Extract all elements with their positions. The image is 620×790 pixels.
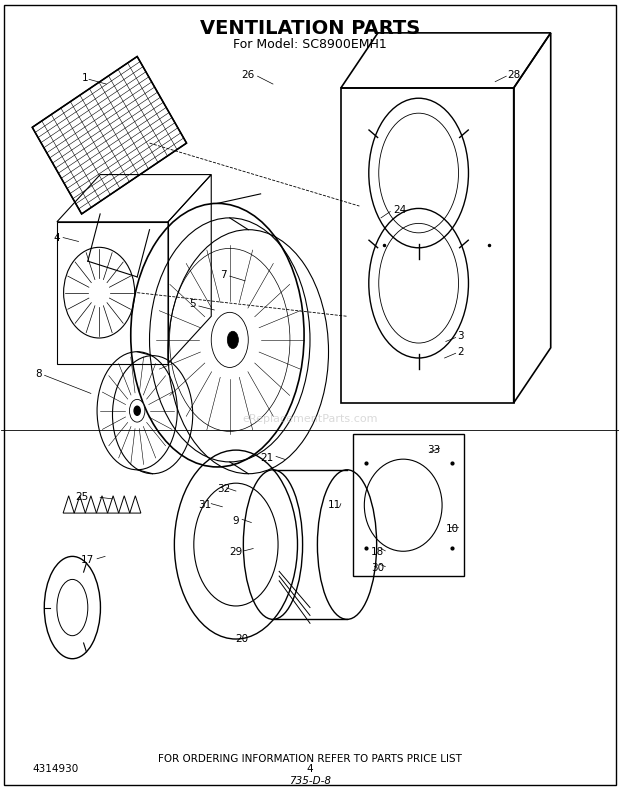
Text: 31: 31 (198, 500, 211, 510)
Text: 4: 4 (307, 764, 313, 774)
Ellipse shape (134, 406, 140, 416)
Text: 28: 28 (508, 70, 521, 80)
Text: 25: 25 (75, 492, 88, 502)
Text: 10: 10 (445, 524, 459, 534)
Ellipse shape (228, 331, 239, 348)
Text: 18: 18 (371, 547, 384, 558)
Text: 4314930: 4314930 (32, 764, 79, 774)
Text: 5: 5 (189, 299, 196, 310)
Text: 20: 20 (236, 634, 249, 644)
Text: 735-D-8: 735-D-8 (289, 776, 331, 786)
Text: 8: 8 (35, 369, 42, 378)
Text: eReplacementParts.com: eReplacementParts.com (242, 414, 378, 423)
Text: 4: 4 (53, 232, 60, 243)
Text: 30: 30 (371, 563, 384, 574)
Text: 32: 32 (217, 484, 230, 495)
Text: 1: 1 (81, 73, 88, 83)
Text: 9: 9 (232, 516, 239, 526)
Text: 2: 2 (457, 347, 464, 357)
Text: FOR ORDERING INFORMATION REFER TO PARTS PRICE LIST: FOR ORDERING INFORMATION REFER TO PARTS … (158, 754, 462, 764)
Text: 26: 26 (241, 70, 254, 80)
Text: 7: 7 (220, 269, 227, 280)
Text: 33: 33 (427, 445, 440, 455)
Text: VENTILATION PARTS: VENTILATION PARTS (200, 20, 420, 39)
Text: 3: 3 (457, 331, 464, 341)
Text: 21: 21 (260, 453, 273, 463)
Text: 24: 24 (393, 205, 407, 215)
Ellipse shape (130, 400, 145, 422)
Text: 17: 17 (81, 555, 94, 566)
Text: 29: 29 (229, 547, 242, 558)
Text: 11: 11 (328, 500, 342, 510)
Text: For Model: SC8900EMH1: For Model: SC8900EMH1 (233, 38, 387, 51)
